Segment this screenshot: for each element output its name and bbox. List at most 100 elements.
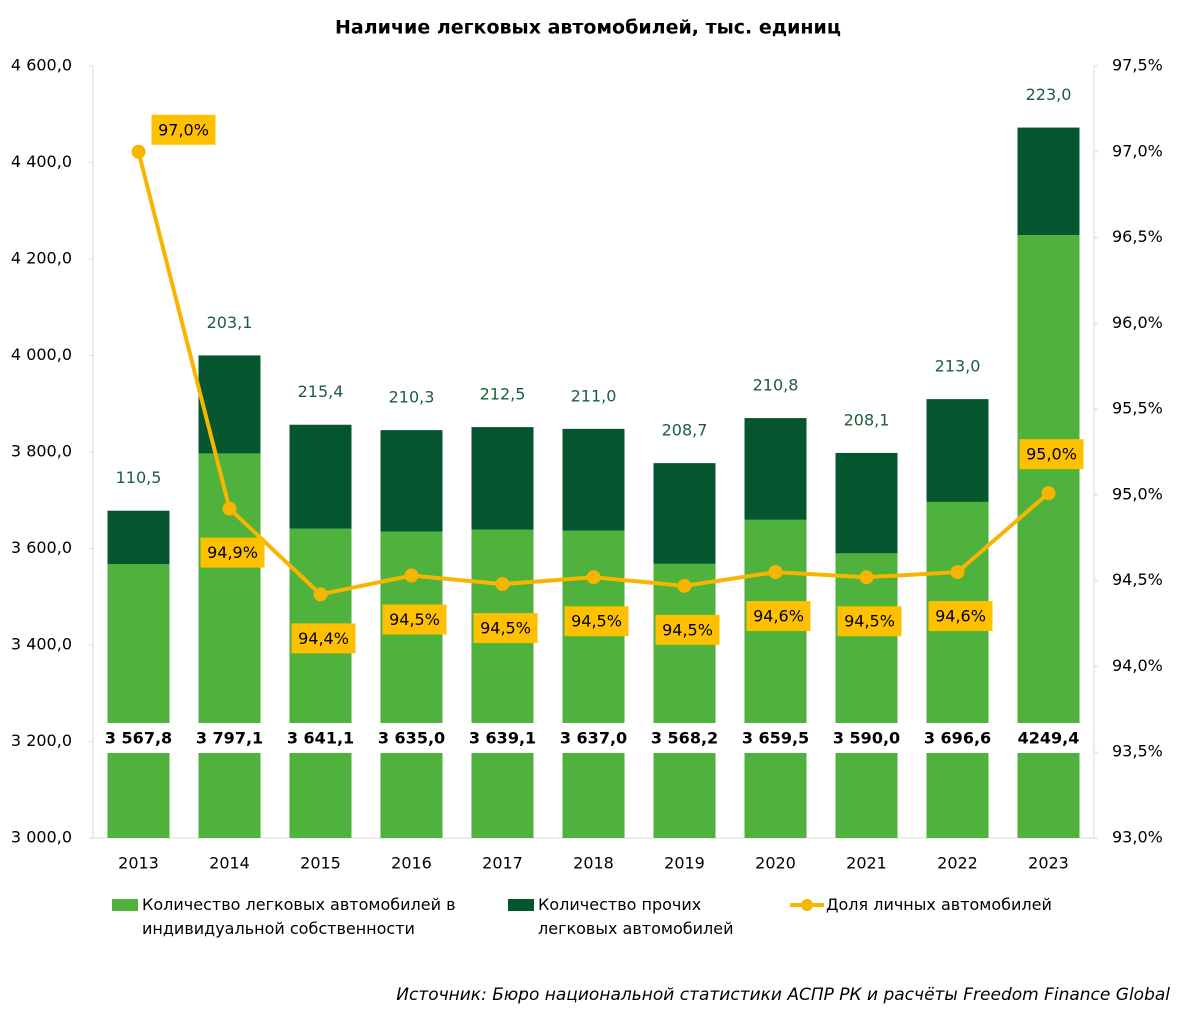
data-label-box: 94,6% <box>928 601 993 632</box>
label-box <box>473 613 538 644</box>
line-point <box>586 570 601 585</box>
line-point <box>495 577 510 592</box>
label-band <box>104 723 173 753</box>
label-band <box>559 723 628 753</box>
bar-segment <box>653 563 716 838</box>
data-label: 3 590,0 <box>833 729 900 748</box>
y-tick-label: 4 600,0 <box>11 56 72 75</box>
legend-item: Количество прочих легковых автомобилей <box>508 893 758 941</box>
bar-segment <box>198 355 261 454</box>
data-label: 97,0% <box>158 120 209 139</box>
data-label: 95,0% <box>1026 445 1077 464</box>
data-label: 211,0 <box>571 386 617 405</box>
data-label: 208,1 <box>844 410 890 429</box>
data-label: 203,1 <box>207 313 253 332</box>
x-tick-label: 2023 <box>1028 854 1069 873</box>
legend-item: Количество легковых автомобилей в индиви… <box>112 893 492 941</box>
data-label: 94,5% <box>389 610 440 629</box>
y-tick-label: 4 400,0 <box>11 152 72 171</box>
data-label: 94,5% <box>571 612 622 631</box>
data-label-box: 94,9% <box>200 537 265 568</box>
y2-tick-label: 97,5% <box>1112 56 1163 75</box>
legend-item: Доля личных автомобилей <box>790 893 1090 917</box>
bar-segment <box>835 553 898 838</box>
data-label-box: 95,0% <box>1019 439 1084 470</box>
label-band <box>650 723 719 753</box>
legend-label: Количество прочих легковых автомобилей <box>538 895 734 938</box>
line-point <box>768 565 783 580</box>
data-label: 94,6% <box>753 607 804 626</box>
data-label-box: 94,5% <box>564 606 629 637</box>
bar-segment <box>107 510 170 565</box>
label-box <box>1019 439 1084 470</box>
label-box <box>655 614 720 645</box>
legend-swatch <box>508 899 534 911</box>
data-label: 215,4 <box>298 382 344 401</box>
bar-segment <box>289 528 352 838</box>
y2-tick-label: 94,0% <box>1112 656 1163 675</box>
label-box <box>291 623 356 654</box>
data-label: 94,5% <box>480 619 531 638</box>
bar-segment <box>380 430 443 532</box>
label-box <box>564 606 629 637</box>
bar-segment <box>562 428 625 531</box>
label-band <box>832 723 901 753</box>
data-label: 3 696,6 <box>924 729 991 748</box>
data-label: 223,0 <box>1026 85 1072 104</box>
data-label: 212,5 <box>480 385 526 404</box>
bar-segment <box>653 463 716 564</box>
y2-tick-label: 93,0% <box>1112 828 1163 847</box>
y2-tick-label: 95,0% <box>1112 484 1163 503</box>
label-band <box>195 723 264 753</box>
bar-segment <box>835 452 898 554</box>
bar-segment <box>1017 127 1080 236</box>
label-band <box>286 723 355 753</box>
bar-segment <box>289 424 352 529</box>
y-tick-label: 4 200,0 <box>11 249 72 268</box>
x-tick-label: 2017 <box>482 854 523 873</box>
legend-label: Доля личных автомобилей <box>826 895 1052 914</box>
data-label: 208,7 <box>662 421 708 440</box>
data-label-box: 94,5% <box>655 614 720 645</box>
x-tick-label: 2014 <box>209 854 250 873</box>
label-band <box>1014 723 1083 753</box>
legend-swatch <box>112 899 138 911</box>
y2-tick-label: 96,5% <box>1112 227 1163 246</box>
bar-segment <box>471 427 534 530</box>
data-label: 94,4% <box>298 629 349 648</box>
label-band <box>741 723 810 753</box>
x-tick-label: 2013 <box>118 854 159 873</box>
y-tick-label: 3 600,0 <box>11 538 72 557</box>
data-label: 94,5% <box>844 612 895 631</box>
data-label: 110,5 <box>116 468 162 487</box>
data-label-box: 94,6% <box>746 601 811 632</box>
label-box <box>837 606 902 637</box>
data-label-box: 94,5% <box>382 604 447 635</box>
line-point <box>131 144 146 159</box>
line-point <box>859 570 874 585</box>
label-band <box>377 723 446 753</box>
data-label: 210,3 <box>389 388 435 407</box>
line-point <box>677 578 692 593</box>
data-label: 3 659,5 <box>742 729 809 748</box>
label-box <box>928 601 993 632</box>
data-label: 3 639,1 <box>469 729 536 748</box>
y-tick-label: 3 000,0 <box>11 828 72 847</box>
data-label: 94,9% <box>207 543 258 562</box>
data-label: 3 637,0 <box>560 729 627 748</box>
label-box <box>151 114 216 145</box>
y2-tick-label: 97,0% <box>1112 141 1163 160</box>
x-tick-label: 2018 <box>573 854 614 873</box>
legend-swatch <box>790 899 824 911</box>
legend-label: Количество легковых автомобилей в индиви… <box>142 895 456 938</box>
y2-tick-label: 96,0% <box>1112 313 1163 332</box>
bar-segment <box>107 564 170 838</box>
line-point <box>404 568 419 583</box>
bar-segment <box>926 501 989 838</box>
label-band <box>923 723 992 753</box>
data-label: 94,6% <box>935 607 986 626</box>
data-label: 4249,4 <box>1018 729 1080 748</box>
y-tick-label: 4 000,0 <box>11 345 72 364</box>
bar-segment <box>198 453 261 838</box>
